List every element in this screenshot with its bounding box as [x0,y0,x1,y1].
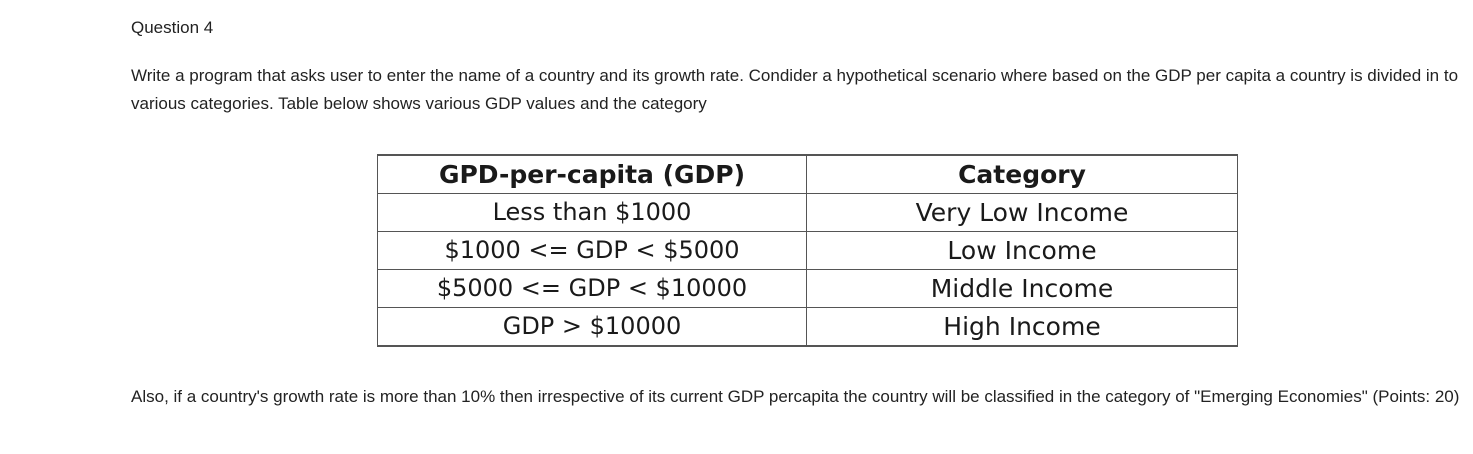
gdp-range-cell: $5000 <= GDP < $10000 [377,269,807,308]
question-intro-text: Write a program that asks user to enter … [131,66,1459,113]
header-gdp-per-capita: GPD-per-capita (GDP) [377,154,807,194]
table-row: $5000 <= GDP < $10000 Middle Income [377,269,1238,308]
table-header-row: GPD-per-capita (GDP) Category [377,154,1238,194]
question-title: Question 4 [131,18,214,37]
table-row: Less than $1000 Very Low Income [377,193,1238,232]
category-cell: Very Low Income [806,193,1238,232]
question-outro-text: Also, if a country's growth rate is more… [131,387,1460,406]
gdp-range-cell: GDP > $10000 [377,307,807,347]
gdp-category-table: GPD-per-capita (GDP) Category Less than … [377,154,1238,347]
gdp-range-cell: Less than $1000 [377,193,807,232]
table-row: $1000 <= GDP < $5000 Low Income [377,231,1238,270]
category-cell: High Income [806,307,1238,347]
category-cell: Low Income [806,231,1238,270]
table-row: GDP > $10000 High Income [377,307,1238,347]
gdp-range-cell: $1000 <= GDP < $5000 [377,231,807,270]
header-category: Category [806,154,1238,194]
category-cell: Middle Income [806,269,1238,308]
